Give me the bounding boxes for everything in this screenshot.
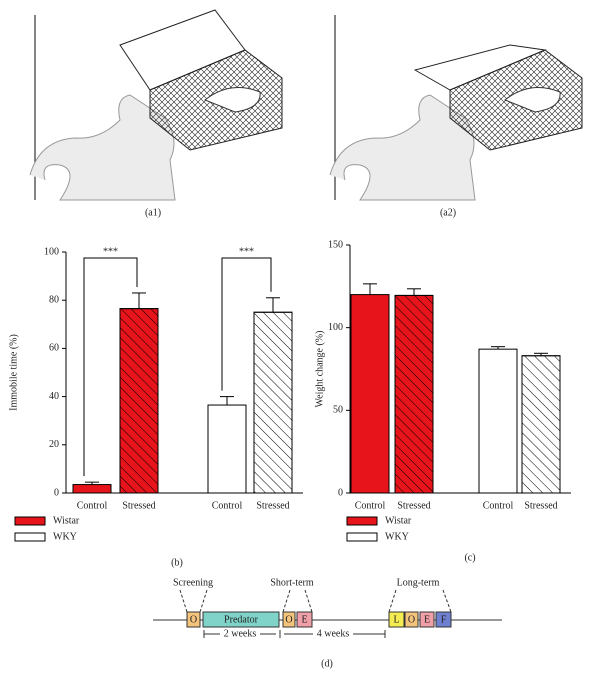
x-tick-label: Control bbox=[483, 500, 514, 511]
x-tick-label: Control bbox=[77, 500, 108, 511]
bar-hatch bbox=[253, 311, 293, 494]
legend-label: Wistar bbox=[385, 515, 412, 526]
timeline-box-label: E bbox=[424, 614, 430, 625]
x-tick-label: Control bbox=[355, 500, 386, 511]
y-tick-label: 0 bbox=[54, 487, 59, 498]
x-tick-label: Stressed bbox=[397, 500, 430, 511]
significance-bracket bbox=[221, 257, 272, 391]
y-tick-label: 20 bbox=[49, 439, 59, 450]
legend-swatch bbox=[14, 532, 46, 542]
x-tick-label: Stressed bbox=[122, 500, 155, 511]
timeline-box-label: O bbox=[190, 614, 197, 625]
timeline-box bbox=[419, 611, 435, 628]
legend-swatch bbox=[14, 516, 46, 526]
interval-label: 4 weeks bbox=[317, 628, 350, 639]
y-tick-label: 50 bbox=[333, 405, 343, 416]
timeline-box bbox=[186, 611, 201, 628]
timeline-box bbox=[296, 611, 313, 628]
bar bbox=[72, 484, 112, 494]
timeline-box bbox=[282, 611, 296, 628]
bar bbox=[207, 404, 247, 494]
significance-label: *** bbox=[239, 246, 254, 257]
y-tick-label: 60 bbox=[49, 343, 59, 354]
panel-label: (a2) bbox=[440, 207, 456, 218]
bar-hatch bbox=[394, 294, 434, 494]
timeline-box bbox=[202, 611, 280, 628]
timeline-box-label: Predator bbox=[224, 614, 259, 625]
bar bbox=[478, 348, 518, 494]
bar-hatch bbox=[119, 308, 159, 494]
timeline-box-label: O bbox=[408, 614, 415, 625]
panel-label: (c) bbox=[464, 552, 475, 563]
significance-bracket bbox=[83, 257, 138, 477]
illustration-a1 bbox=[29, 9, 283, 201]
timeline-box-label: F bbox=[441, 614, 447, 625]
legend-swatch bbox=[346, 532, 378, 542]
timeline-box bbox=[388, 611, 405, 628]
y-tick-label: 150 bbox=[328, 239, 343, 250]
timeline-box-label: L bbox=[393, 614, 399, 625]
y-tick-label: 80 bbox=[49, 294, 59, 305]
y-axis-label: Weight change (%) bbox=[314, 331, 325, 408]
y-tick-label: 0 bbox=[338, 487, 343, 498]
panel-label: (b) bbox=[171, 557, 183, 568]
phase-label: Short-term bbox=[270, 577, 314, 588]
significance-label: *** bbox=[103, 246, 118, 257]
y-tick-label: 100 bbox=[328, 322, 343, 333]
timeline-box bbox=[435, 611, 452, 628]
legend-label: Wistar bbox=[53, 515, 80, 526]
bar bbox=[350, 294, 390, 494]
interval-bg bbox=[313, 628, 353, 640]
timeline-box-label: O bbox=[285, 614, 292, 625]
timeline-box bbox=[404, 611, 419, 628]
x-tick-label: Stressed bbox=[524, 500, 557, 511]
y-tick-label: 100 bbox=[44, 246, 59, 257]
y-tick-label: 40 bbox=[49, 391, 59, 402]
legend-label: WKY bbox=[385, 531, 409, 542]
interval-bg bbox=[220, 628, 260, 640]
x-tick-label: Control bbox=[212, 500, 243, 511]
bar-hatch bbox=[521, 355, 561, 494]
illustration-a2 bbox=[329, 15, 583, 201]
panel-label: (a1) bbox=[145, 207, 161, 218]
x-tick-label: Stressed bbox=[256, 500, 289, 511]
y-axis-label: Immobile time (%) bbox=[8, 334, 19, 411]
panel-label: (d) bbox=[321, 658, 333, 669]
legend-swatch bbox=[346, 516, 378, 526]
interval-label: 2 weeks bbox=[224, 628, 257, 639]
legend-label: WKY bbox=[53, 531, 77, 542]
phase-label: Long-term bbox=[397, 577, 440, 588]
timeline-box-label: E bbox=[301, 614, 307, 625]
phase-label: Screening bbox=[173, 577, 213, 588]
